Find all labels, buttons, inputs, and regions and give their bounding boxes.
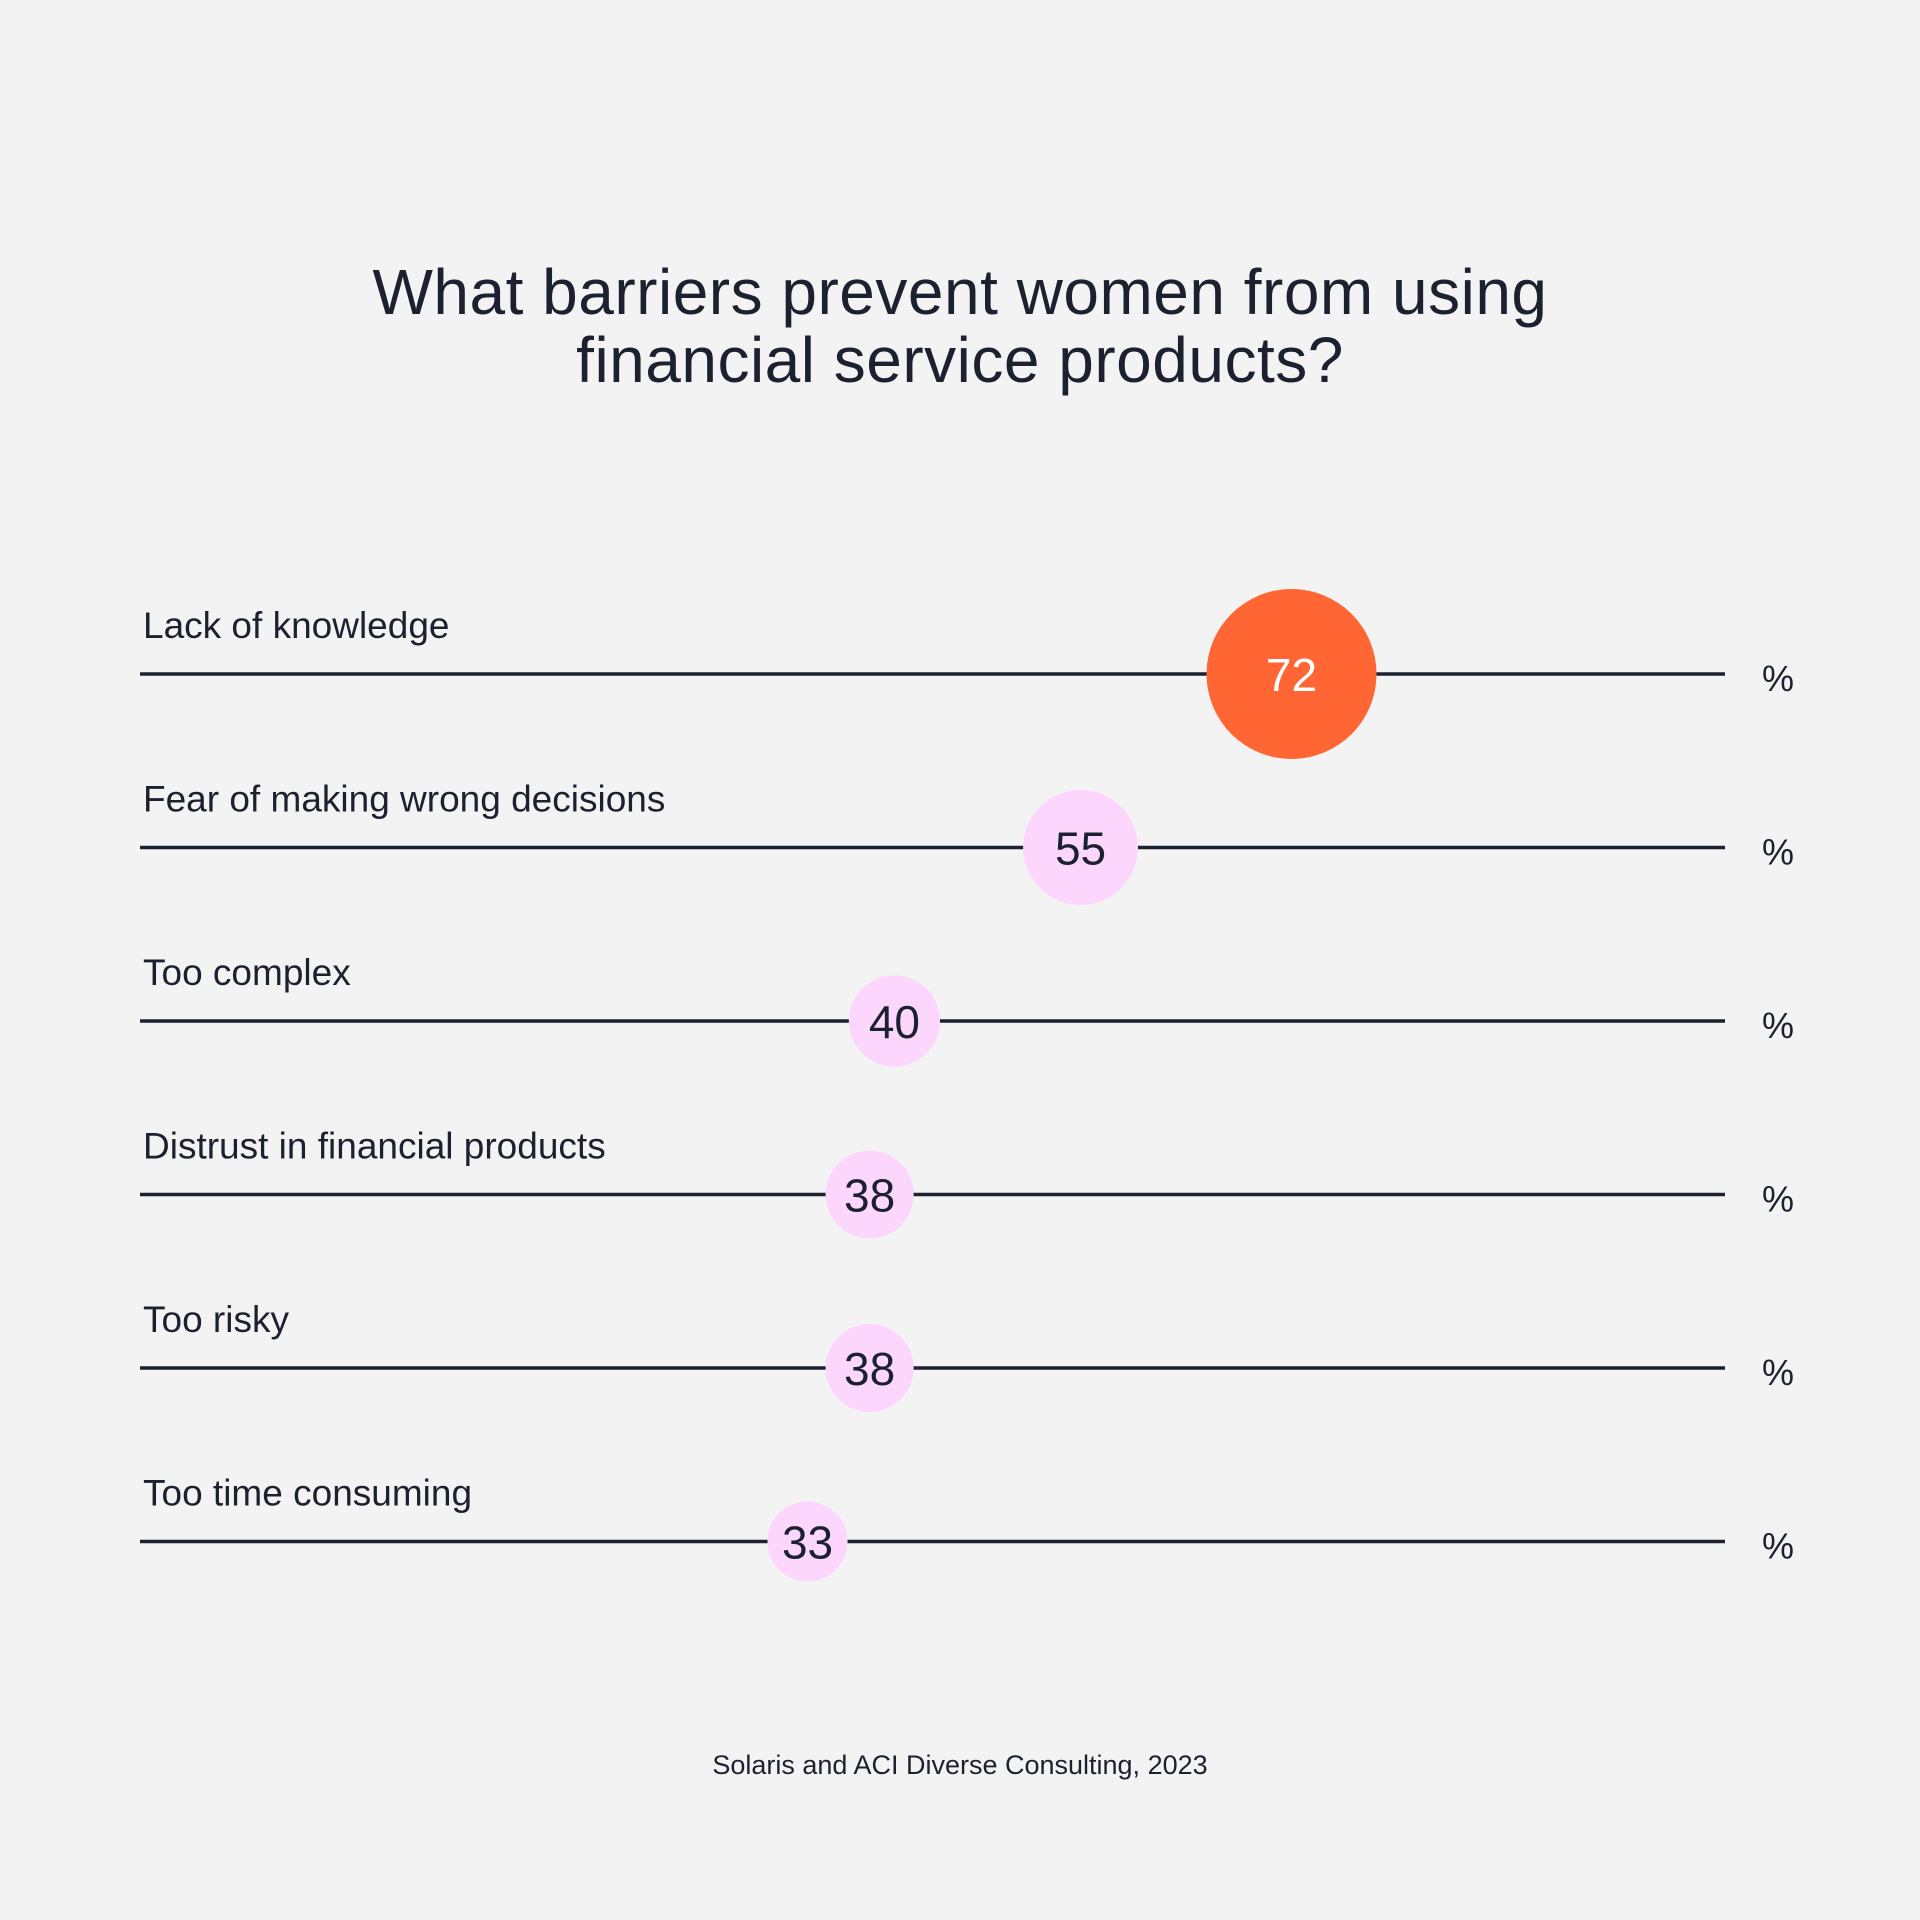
category-label: Too risky [143,1299,289,1340]
category-label: Lack of knowledge [143,605,449,646]
chart-row: Too complex% 40 [140,952,1794,1067]
value-bubble [848,975,941,1067]
category-label: Too complex [143,952,351,993]
value-bubble [1206,589,1377,759]
category-label: Distrust in financial products [143,1126,606,1167]
chart-title: What barriers prevent women from using f… [0,258,1920,394]
percent-unit: % [1762,1005,1794,1046]
percent-unit: % [1762,658,1794,699]
category-label: Fear of making wrong decisions [143,779,665,820]
data-label: 38 [844,1343,895,1395]
chart-title-line-1: What barriers prevent women from using [372,256,1548,328]
chart-row: Too time consuming% 33 [140,1473,1794,1582]
percent-unit: % [1762,1526,1794,1567]
percent-unit: % [1762,832,1794,873]
chart-row: Fear of making wrong decisions% 55 [140,779,1794,905]
chart-title-line-2: financial service products? [576,324,1344,396]
data-label: 72 [1266,649,1317,701]
value-bubble [767,1501,848,1582]
chart-row: Lack of knowledge% 72 [140,589,1794,759]
chart-source: Solaris and ACI Diverse Consulting, 2023 [712,1750,1208,1780]
value-bubble [1023,790,1138,905]
category-label: Too time consuming [143,1473,472,1514]
percent-unit: % [1762,1352,1794,1393]
chart-row: Too risky% 38 [140,1299,1794,1413]
value-bubble [825,1323,914,1413]
data-label: 38 [844,1170,895,1222]
data-label: 33 [782,1517,833,1569]
data-label: 55 [1055,823,1106,875]
chart-row: Distrust in financial products% 38 [140,1126,1794,1239]
data-label: 40 [869,996,920,1048]
percent-unit: % [1762,1179,1794,1220]
value-bubble [825,1150,914,1239]
